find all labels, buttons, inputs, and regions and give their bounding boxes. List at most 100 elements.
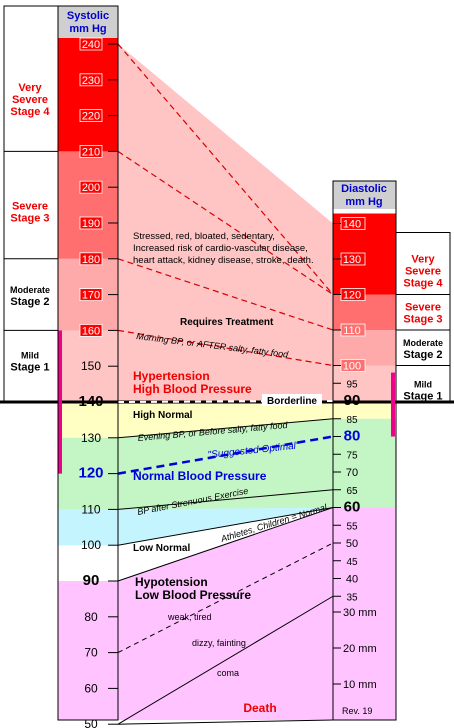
stage2-band xyxy=(58,258,396,366)
systolic-tick-190: 190 xyxy=(82,218,100,230)
systolic-tick-240: 240 xyxy=(82,39,100,51)
left-stage-4-label: Stage 4 xyxy=(10,106,50,118)
systolic-header-label: Systolic xyxy=(67,10,109,22)
diastolic-tick-60: 60 xyxy=(344,499,361,516)
diastolic-tick-40: 40 xyxy=(346,574,358,586)
systolic-tick-220: 220 xyxy=(82,111,100,123)
strenuous-line xyxy=(117,489,334,510)
right-stage-box xyxy=(395,232,451,402)
systolic-tick-box xyxy=(79,252,103,266)
right-stage-1-label: Stage 1 xyxy=(403,390,442,402)
zone-bands xyxy=(58,44,396,720)
systolic-tick-box xyxy=(79,73,103,87)
weak-line xyxy=(117,542,334,654)
diastolic-tick-120: 120 xyxy=(343,290,361,302)
hypotension-subtitle: Low Blood Pressure xyxy=(135,588,251,602)
systolic-tick-60: 60 xyxy=(84,681,98,695)
left-stage-box xyxy=(3,5,59,403)
diastolic-tick-95: 95 xyxy=(346,379,358,390)
borderline-label-bg xyxy=(262,394,322,406)
borderline-label: Borderline xyxy=(267,396,317,407)
coma-note: coma xyxy=(217,668,239,678)
weak-tired-note: weak, tired xyxy=(167,612,212,622)
systolic-header-cell xyxy=(58,6,118,38)
normal-bp-label: Normal Blood Pressure xyxy=(133,469,267,483)
systolic-tick-box xyxy=(79,37,103,51)
high-normal-band xyxy=(58,401,396,438)
left-stage-1-label: Stage 1 xyxy=(10,361,49,373)
diastolic-tick-35: 35 xyxy=(346,592,358,603)
right-stage-2-label: Stage 2 xyxy=(403,349,442,361)
dizzy-fainting-note: dizzy, fainting xyxy=(192,638,246,648)
diastolic-tick-80: 80 xyxy=(344,428,361,445)
systolic-tick-180: 180 xyxy=(82,254,100,266)
systolic-tick-70: 70 xyxy=(84,646,98,660)
diastolic-tick-70: 70 xyxy=(346,467,358,479)
right-stage-2-label: Moderate xyxy=(403,338,443,348)
systolic-tick-100: 100 xyxy=(81,538,101,552)
diastolic-header-cell xyxy=(333,181,396,209)
revision-label: Rev. 19 xyxy=(342,706,372,716)
right-stage-4-label: Stage 4 xyxy=(403,278,443,290)
death-label: Death xyxy=(243,701,276,715)
systolic-tick-230: 230 xyxy=(82,75,100,87)
systolic-tick-80: 80 xyxy=(84,610,98,624)
stage4-band xyxy=(58,44,396,295)
right-stage-3-label: Severe xyxy=(405,301,441,313)
left-stage-2-label: Moderate xyxy=(10,285,50,295)
low-normal-band xyxy=(58,507,396,546)
right-stage-3-label: Stage 3 xyxy=(403,313,442,325)
diastolic-tick-110: 110 xyxy=(343,325,361,337)
systolic-tick-110: 110 xyxy=(81,502,100,516)
left-stage-3-label: Severe xyxy=(12,200,48,212)
coma-line xyxy=(117,719,334,725)
mm-tick-label: 20 mm xyxy=(343,643,377,655)
systolic-tick-50: 50 xyxy=(84,717,98,728)
diastolic-header-unit: mm Hg xyxy=(345,196,382,208)
diastolic-tick-85: 85 xyxy=(346,415,358,426)
hypotension-title: Hypotension xyxy=(135,575,208,589)
systolic-tick-200: 200 xyxy=(82,182,100,194)
high-normal-label: High Normal xyxy=(133,410,193,421)
systolic-tick-box xyxy=(79,216,103,230)
systolic-tick-box xyxy=(79,109,103,122)
systolic-tick-box xyxy=(79,323,103,337)
left-stage-2-label: Stage 2 xyxy=(10,296,49,308)
risk-note-line: Stressed, red, bloated, sedentary, xyxy=(133,231,275,242)
hypertension-title: Hypertension xyxy=(133,369,210,383)
risk-note-line: Increased risk of cardio-vascular diseas… xyxy=(133,243,308,254)
left-stage-4-label: Very xyxy=(18,82,42,94)
diastolic-tick-55: 55 xyxy=(346,521,358,532)
hypotension-band xyxy=(58,507,396,720)
mm-tick-label: 30 mm xyxy=(343,607,377,619)
low-normal-label: Low Normal xyxy=(133,543,190,554)
stage3-band xyxy=(58,151,396,330)
diastolic-tick-90: 90 xyxy=(344,392,361,409)
stage-boundary-line xyxy=(117,258,334,331)
stage-boundary-line xyxy=(117,329,334,367)
systolic-tick-120: 120 xyxy=(78,465,103,482)
systolic-tick-170: 170 xyxy=(82,290,100,302)
systolic-tick-130: 130 xyxy=(81,431,101,445)
stage-boundary-line xyxy=(117,43,334,295)
systolic-tick-150: 150 xyxy=(81,359,101,373)
diastolic-tick-50: 50 xyxy=(346,538,358,550)
left-stage-3-label: Stage 3 xyxy=(10,212,49,224)
right-stage-4-label: Very xyxy=(411,254,435,266)
diastolic-tick-100: 100 xyxy=(343,361,361,373)
systolic-tick-box xyxy=(79,288,103,302)
left-stage-4-label: Severe xyxy=(12,94,48,106)
systolic-tick-160: 160 xyxy=(82,325,100,337)
systolic-tick-210: 210 xyxy=(82,146,100,158)
right-stage-4-label: Severe xyxy=(405,266,441,278)
stage1-band xyxy=(58,330,396,402)
right-stage-1-label: Mild xyxy=(414,379,432,389)
mm-tick-label: 10 mm xyxy=(343,679,377,691)
low-normal-line xyxy=(117,507,334,546)
systolic-tick-box xyxy=(79,144,103,158)
systolic-tick-140: 140 xyxy=(78,393,103,410)
requires-treatment-label: Requires Treatment xyxy=(180,317,274,328)
diastolic-tick-140: 140 xyxy=(343,219,361,231)
risk-note-line: heart attack, kidney disease, stroke, de… xyxy=(133,255,314,266)
